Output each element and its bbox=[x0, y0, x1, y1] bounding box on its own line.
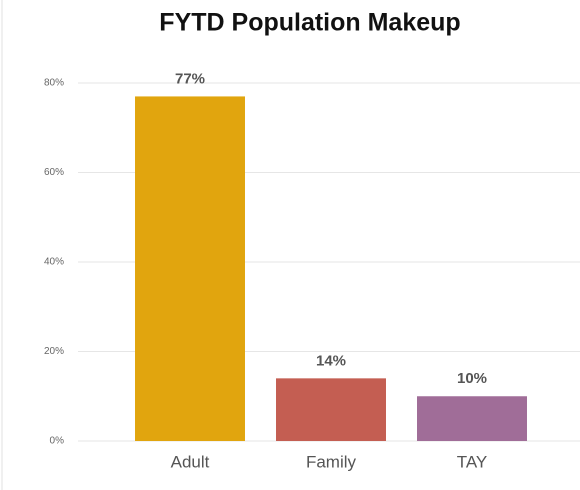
data-label: 77% bbox=[175, 70, 205, 87]
y-tick-label: 0% bbox=[50, 436, 65, 447]
bar bbox=[276, 378, 386, 441]
data-label: 10% bbox=[457, 370, 487, 387]
x-tick-label: Family bbox=[306, 452, 357, 471]
x-tick-label: TAY bbox=[457, 452, 488, 471]
bar bbox=[417, 396, 527, 441]
y-tick-label: 40% bbox=[44, 257, 64, 268]
y-tick-label: 80% bbox=[44, 78, 64, 89]
data-label: 14% bbox=[316, 352, 346, 369]
x-tick-label: Adult bbox=[171, 452, 210, 471]
bar bbox=[135, 96, 245, 442]
chart-title: FYTD Population Makeup bbox=[159, 9, 460, 37]
y-tick-label: 20% bbox=[44, 346, 64, 357]
y-tick-label: 60% bbox=[44, 167, 64, 178]
